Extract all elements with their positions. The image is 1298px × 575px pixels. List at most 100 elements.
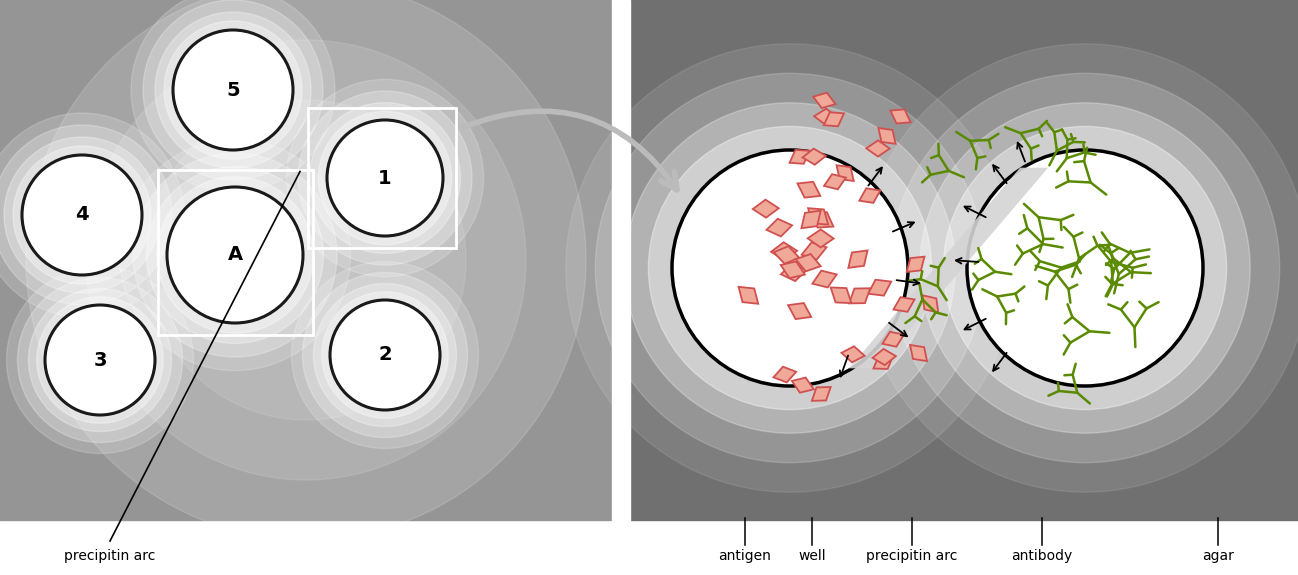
Circle shape	[0, 125, 173, 305]
Circle shape	[287, 79, 484, 277]
Polygon shape	[893, 297, 915, 312]
Circle shape	[29, 289, 171, 431]
Circle shape	[157, 177, 313, 333]
Circle shape	[672, 150, 909, 386]
Bar	[0, 0, 611, 520]
Polygon shape	[771, 242, 797, 260]
Circle shape	[302, 273, 467, 438]
Polygon shape	[739, 287, 758, 304]
Polygon shape	[874, 355, 893, 369]
Bar	[158, 170, 313, 335]
Circle shape	[330, 300, 440, 410]
Polygon shape	[907, 256, 924, 272]
Polygon shape	[797, 182, 820, 198]
Circle shape	[131, 0, 335, 192]
Circle shape	[322, 292, 448, 418]
Circle shape	[596, 73, 985, 463]
Text: agar: agar	[1202, 549, 1234, 563]
Circle shape	[132, 153, 337, 357]
Polygon shape	[781, 263, 806, 281]
Polygon shape	[910, 345, 927, 361]
Polygon shape	[849, 251, 867, 268]
Polygon shape	[792, 378, 814, 393]
Text: 3: 3	[93, 351, 106, 370]
Polygon shape	[841, 346, 864, 362]
Polygon shape	[767, 218, 792, 236]
Polygon shape	[872, 349, 896, 365]
Polygon shape	[807, 229, 833, 247]
Text: precipitin arc: precipitin arc	[866, 549, 958, 563]
Text: 5: 5	[226, 81, 240, 99]
Circle shape	[624, 103, 955, 433]
Circle shape	[13, 146, 151, 284]
Circle shape	[6, 266, 193, 454]
Circle shape	[36, 297, 164, 423]
Polygon shape	[811, 387, 831, 401]
Circle shape	[299, 91, 472, 265]
Circle shape	[167, 187, 302, 323]
Circle shape	[861, 44, 1298, 492]
Circle shape	[327, 120, 443, 236]
Circle shape	[17, 278, 183, 443]
Polygon shape	[780, 262, 805, 278]
Polygon shape	[788, 303, 811, 319]
Text: precipitin arc: precipitin arc	[65, 549, 156, 563]
Polygon shape	[802, 243, 827, 260]
Bar	[611, 0, 630, 575]
Circle shape	[4, 137, 160, 293]
Circle shape	[173, 30, 293, 150]
Bar	[308, 108, 456, 248]
Polygon shape	[868, 279, 892, 296]
Circle shape	[566, 44, 1014, 492]
Polygon shape	[879, 128, 896, 144]
Circle shape	[967, 150, 1203, 386]
Circle shape	[920, 103, 1250, 433]
Circle shape	[154, 12, 312, 168]
Circle shape	[119, 139, 350, 371]
Circle shape	[890, 73, 1280, 463]
Circle shape	[314, 283, 457, 427]
Polygon shape	[774, 367, 796, 382]
Circle shape	[86, 40, 526, 480]
Polygon shape	[831, 288, 851, 303]
Circle shape	[147, 167, 323, 343]
Text: antigen: antigen	[719, 549, 771, 563]
Polygon shape	[774, 246, 800, 264]
Polygon shape	[789, 150, 810, 164]
Circle shape	[26, 0, 585, 540]
Circle shape	[649, 126, 932, 409]
Circle shape	[0, 113, 184, 317]
Text: A: A	[227, 246, 243, 264]
Text: 4: 4	[75, 205, 88, 224]
Polygon shape	[802, 148, 826, 165]
Polygon shape	[859, 188, 880, 203]
Polygon shape	[824, 112, 844, 126]
Circle shape	[292, 262, 479, 448]
Circle shape	[318, 112, 452, 245]
Polygon shape	[809, 208, 828, 225]
Polygon shape	[801, 210, 820, 228]
Circle shape	[164, 21, 302, 159]
Text: 2: 2	[378, 346, 392, 365]
Text: 1: 1	[378, 168, 392, 187]
Polygon shape	[814, 93, 836, 108]
Circle shape	[45, 305, 154, 415]
Polygon shape	[883, 332, 903, 347]
Polygon shape	[824, 174, 846, 189]
Polygon shape	[849, 168, 1047, 369]
Polygon shape	[753, 200, 779, 218]
Circle shape	[310, 102, 461, 254]
Polygon shape	[890, 109, 911, 124]
Polygon shape	[849, 288, 870, 304]
Circle shape	[944, 126, 1227, 409]
Bar	[630, 0, 1298, 520]
Polygon shape	[796, 254, 820, 271]
Polygon shape	[923, 296, 938, 313]
Circle shape	[143, 0, 323, 180]
Polygon shape	[836, 165, 854, 181]
Polygon shape	[811, 212, 833, 228]
Polygon shape	[813, 271, 837, 288]
Polygon shape	[866, 140, 889, 156]
Circle shape	[145, 100, 466, 420]
Text: antibody: antibody	[1011, 549, 1072, 563]
